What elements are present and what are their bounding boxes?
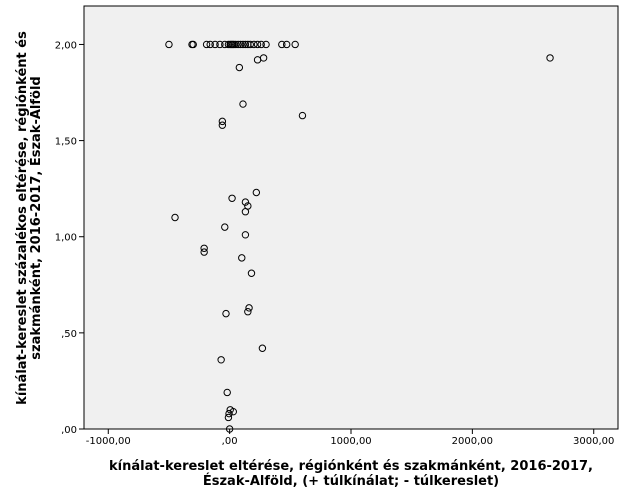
x-tick-label: 3000,00: [573, 436, 614, 447]
data-point: [253, 40, 262, 49]
data-point: [202, 40, 211, 49]
x-tick-label: ,00: [222, 436, 238, 447]
y-tick-label: 1,00: [55, 233, 77, 244]
data-point: [236, 40, 245, 49]
data-point: [282, 40, 291, 49]
data-point: [252, 188, 261, 197]
data-point: [241, 198, 250, 206]
y-axis-ticks: ,00 ,50 1,00 1,50 2,00: [55, 40, 84, 436]
x-tick-label: 1000,00: [330, 436, 371, 447]
x-tick-label: -1000,00: [86, 436, 131, 447]
x-axis-title-line-2: Észak-Alföld, (+ túlkínálat; - túlkeresl…: [203, 473, 499, 489]
data-point: [546, 54, 554, 62]
data-point: [235, 63, 244, 72]
data-points: [165, 40, 554, 433]
x-tick-label: 2000,00: [452, 436, 493, 447]
data-point: [211, 40, 219, 49]
data-point: [218, 121, 227, 129]
data-point: [241, 208, 250, 216]
data-point: [250, 40, 258, 49]
data-point: [200, 248, 208, 256]
y-tick-label: 2,00: [55, 40, 77, 51]
data-point: [298, 111, 307, 120]
data-point: [223, 388, 231, 397]
data-point: [200, 244, 208, 252]
y-tick-label: ,50: [61, 329, 77, 340]
data-point: [239, 40, 247, 49]
data-point: [246, 40, 254, 49]
y-tick-label: ,00: [61, 425, 77, 436]
data-point: [234, 40, 242, 49]
data-point: [244, 308, 252, 316]
data-point: [241, 231, 250, 239]
data-point: [224, 413, 233, 422]
y-axis-title-line-1: kínálat-kereslet százalékos eltérése, ré…: [15, 31, 30, 405]
y-axis-title-line-2: szakmánként, 2016-2017, Észak-Alföld: [28, 76, 44, 359]
data-point: [278, 40, 286, 49]
x-axis-title-line-1: kínálat-kereslet eltérése, régiónként és…: [109, 459, 593, 474]
plot-area: [83, 5, 619, 430]
data-point: [258, 344, 267, 352]
data-point: [291, 40, 299, 49]
x-axis-ticks: -1000,00 ,00 1000,00 2000,00 3000,00: [86, 429, 614, 447]
data-point: [221, 223, 229, 231]
data-point: [225, 425, 234, 433]
data-point: [257, 40, 265, 49]
data-point: [245, 304, 253, 312]
data-point: [222, 309, 230, 318]
data-point: [216, 40, 224, 49]
data-point: [171, 213, 179, 222]
data-point: [241, 40, 250, 49]
y-tick-label: 1,50: [55, 137, 77, 148]
data-point: [262, 40, 270, 49]
data-point: [225, 409, 233, 418]
data-point: [238, 254, 246, 262]
data-point: [218, 117, 227, 126]
data-point: [165, 40, 173, 49]
data-point: [232, 40, 240, 49]
data-point: [239, 100, 247, 108]
data-point: [253, 56, 262, 64]
data-point: [247, 269, 256, 277]
data-point: [206, 40, 214, 49]
data-point: [217, 356, 225, 364]
data-point: [189, 40, 197, 49]
data-point: [226, 406, 234, 414]
data-point: [228, 194, 236, 202]
